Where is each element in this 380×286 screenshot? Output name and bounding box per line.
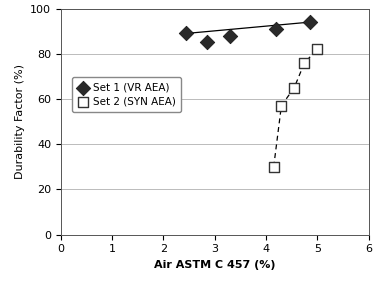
Set 1 (VR AEA) (184, 31, 190, 36)
Set 1 (VR AEA) (227, 33, 233, 38)
Set 1 (VR AEA) (307, 20, 313, 24)
Set 2 (SYN AEA) (278, 104, 284, 108)
Y-axis label: Durability Factor (%): Durability Factor (%) (14, 64, 25, 179)
Set 2 (SYN AEA) (291, 85, 297, 90)
Set 1 (VR AEA) (204, 40, 210, 45)
Set 1 (VR AEA) (273, 27, 279, 31)
Set 2 (SYN AEA) (301, 61, 307, 65)
X-axis label: Air ASTM C 457 (%): Air ASTM C 457 (%) (154, 260, 276, 270)
Set 2 (SYN AEA) (314, 47, 320, 51)
Set 2 (SYN AEA) (271, 164, 277, 169)
Legend: Set 1 (VR AEA), Set 2 (SYN AEA): Set 1 (VR AEA), Set 2 (SYN AEA) (72, 77, 181, 112)
